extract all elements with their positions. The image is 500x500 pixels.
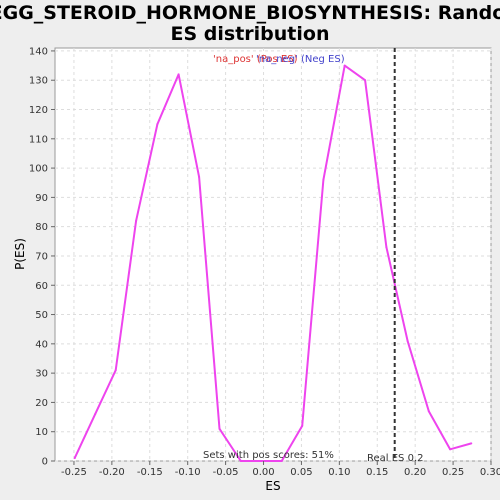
data-point bbox=[218, 427, 221, 430]
x-tick-label: -0.20 bbox=[99, 467, 125, 478]
data-point bbox=[364, 79, 367, 82]
data-point bbox=[343, 64, 346, 67]
x-tick-label: -0.25 bbox=[61, 467, 87, 478]
data-point bbox=[114, 369, 117, 372]
legend: 'na_pos' (Pos ES) 'na_neg' (Neg ES) bbox=[213, 54, 345, 65]
pos-scores-annotation: Sets with pos scores: 51% bbox=[203, 450, 334, 461]
data-point bbox=[301, 424, 304, 427]
data-point bbox=[449, 448, 452, 451]
data-point bbox=[135, 219, 138, 222]
x-tick-label: 0.15 bbox=[366, 467, 388, 478]
y-tick-label: 70 bbox=[35, 251, 48, 262]
data-point bbox=[239, 460, 242, 462]
x-tick-label: -0.05 bbox=[213, 467, 239, 478]
y-tick-label: 100 bbox=[29, 164, 48, 175]
data-point bbox=[73, 457, 76, 460]
chart-title-line-1: KEGG_STEROID_HORMONE_BIOSYNTHESIS: Rando… bbox=[0, 2, 500, 24]
data-point bbox=[322, 178, 325, 181]
y-tick-label: 90 bbox=[35, 193, 48, 204]
y-tick-label: 0 bbox=[42, 457, 48, 468]
y-tick-label: 110 bbox=[29, 134, 48, 145]
legend-entry-pos: 'na_pos' (Pos ES) bbox=[213, 54, 298, 65]
y-tick-label: 20 bbox=[35, 398, 48, 409]
data-point bbox=[177, 73, 180, 76]
y-tick-label: 140 bbox=[29, 46, 48, 57]
data-point bbox=[280, 460, 283, 462]
x-tick-label: -0.15 bbox=[137, 467, 163, 478]
legend-entry-neg: 'na_neg' (Neg ES) bbox=[256, 54, 345, 65]
x-tick-label: 0.25 bbox=[442, 467, 464, 478]
y-tick-label: 50 bbox=[35, 310, 48, 321]
data-point bbox=[260, 460, 263, 462]
x-tick-label: 0.30 bbox=[480, 467, 500, 478]
x-tick-label: -0.10 bbox=[175, 467, 201, 478]
x-tick-label: 0.20 bbox=[404, 467, 426, 478]
y-tick-label: 120 bbox=[29, 105, 48, 116]
series-line bbox=[73, 64, 472, 462]
data-point bbox=[427, 410, 430, 413]
data-point bbox=[385, 246, 388, 249]
x-tick-label: 0.00 bbox=[252, 467, 274, 478]
data-point bbox=[470, 442, 473, 445]
real-es-label: Real ES 0.2 bbox=[367, 453, 423, 464]
y-tick-label: 10 bbox=[35, 427, 48, 438]
x-tick-label: 0.05 bbox=[290, 467, 312, 478]
data-point bbox=[94, 413, 97, 416]
y-axis-label: P(ES) bbox=[13, 238, 27, 270]
axes: 0 10 20 30 40 50 60 70 80 90 100 110 120 130 140 -0.25 -… bbox=[29, 46, 500, 478]
y-tick-label: 60 bbox=[35, 281, 48, 292]
data-point bbox=[406, 339, 409, 342]
y-tick-label: 80 bbox=[35, 222, 48, 233]
y-tick-label: 40 bbox=[35, 339, 48, 350]
data-point bbox=[156, 123, 159, 126]
y-tick-label: 30 bbox=[35, 369, 48, 380]
chart-title-line-2: ES distribution bbox=[171, 23, 330, 45]
series-layer bbox=[73, 64, 473, 462]
x-axis-label: ES bbox=[265, 479, 280, 493]
data-point bbox=[198, 175, 201, 178]
plot-area bbox=[54, 47, 492, 462]
y-tick-label: 130 bbox=[29, 76, 48, 87]
x-tick-label: 0.10 bbox=[328, 467, 350, 478]
